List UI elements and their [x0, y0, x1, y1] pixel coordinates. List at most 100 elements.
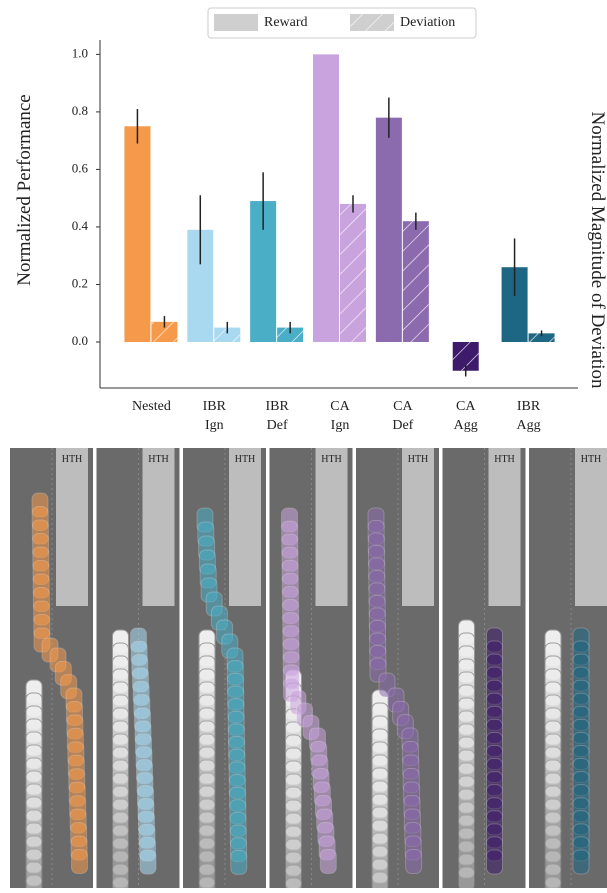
x-tick-line: IBR — [203, 399, 227, 414]
legend-swatch — [214, 14, 258, 31]
white-car — [458, 814, 475, 840]
legend-box — [207, 7, 477, 39]
x-tick-label: CA Ign — [330, 399, 350, 433]
lane-block — [142, 448, 175, 606]
y-tick-label: 0.4 — [72, 218, 89, 233]
panel-label: HTH — [62, 454, 83, 465]
white-car — [198, 837, 216, 863]
x-tick-line: Agg — [454, 418, 478, 433]
x-tick-line: Ign — [205, 418, 224, 433]
white-car — [198, 876, 216, 893]
panel-label: HTH — [494, 454, 515, 465]
white-car — [458, 801, 475, 827]
ego-car — [486, 849, 503, 875]
y-tick-label: 0.6 — [72, 160, 89, 175]
white-car — [458, 866, 475, 892]
bar — [375, 117, 402, 342]
lane-block — [56, 448, 88, 606]
x-tick-label: CA Def — [392, 399, 413, 433]
sim-panel: HTH — [10, 448, 93, 893]
white-car — [198, 785, 216, 811]
x-tick-line: Def — [267, 418, 288, 433]
bar-hatch — [340, 203, 366, 342]
x-tick-label: IBR Agg — [517, 399, 541, 433]
x-tick-line: CA — [330, 399, 350, 414]
panel-label: HTH — [235, 454, 256, 465]
bar-hatch — [214, 327, 241, 342]
white-car — [371, 845, 389, 871]
white-car — [112, 811, 129, 837]
lane-block — [315, 448, 348, 606]
x-tick-line: Ign — [331, 418, 350, 433]
x-tick-line: CA — [393, 399, 413, 414]
white-car — [544, 798, 562, 824]
white-car — [198, 824, 216, 850]
ego-car — [572, 849, 590, 875]
lane-block — [575, 448, 607, 606]
y-tick-label: 0.8 — [72, 103, 88, 118]
sim-panel: HTH — [96, 448, 180, 893]
white-car — [198, 850, 216, 876]
white-car — [458, 840, 475, 866]
bar — [313, 54, 339, 342]
white-car — [112, 785, 129, 811]
white-car — [25, 848, 43, 874]
legend-hatch — [350, 14, 394, 31]
x-tick-label: IBR Ign — [203, 399, 227, 433]
white-car — [285, 838, 302, 864]
x-tick-line: Nested — [132, 399, 171, 414]
white-car — [198, 798, 216, 824]
bar-hatch — [277, 327, 304, 342]
white-car — [371, 858, 389, 884]
white-car — [544, 824, 562, 850]
panel-label: HTH — [408, 454, 429, 465]
x-tick-line: IBR — [517, 399, 541, 414]
y-tick-label: 0.0 — [72, 333, 88, 348]
white-car — [544, 837, 562, 863]
white-car — [458, 827, 475, 853]
x-tick-line: IBR — [265, 399, 289, 414]
ego-car — [405, 849, 423, 874]
white-car — [544, 785, 562, 811]
white-car — [458, 788, 475, 814]
white-car — [371, 871, 389, 893]
lane-block — [488, 448, 521, 606]
white-car — [25, 861, 43, 887]
white-car — [112, 824, 129, 850]
white-car — [25, 835, 43, 861]
white-car — [285, 825, 302, 851]
y-tick-label: 0.2 — [72, 275, 88, 290]
y-axis-label: Normalized Performance — [14, 94, 35, 286]
legend-label: Reward — [264, 15, 308, 30]
white-car — [544, 811, 562, 837]
bar-hatch — [528, 333, 555, 342]
panel-label: HTH — [148, 454, 169, 465]
bar-hatch — [151, 321, 178, 342]
bar-hatch — [402, 221, 429, 342]
sim-panel: HTH — [442, 448, 526, 892]
y-tick-label: 1.0 — [72, 45, 88, 60]
sim-panel: HTH — [183, 448, 266, 893]
panel-label: HTH — [581, 454, 602, 465]
white-car — [112, 798, 129, 824]
white-car — [198, 811, 216, 837]
white-car — [285, 851, 302, 877]
bar — [124, 126, 151, 342]
white-car — [544, 876, 562, 893]
x-tick-line: CA — [456, 399, 476, 414]
y2-axis-label: Normalized Magnitude of Deviation — [587, 111, 607, 389]
white-car — [458, 853, 475, 879]
x-tick-label: Nested — [132, 399, 171, 414]
white-car — [112, 850, 129, 876]
lane-block — [229, 448, 261, 606]
ego-car — [230, 849, 248, 875]
white-car — [458, 775, 475, 801]
sim-panel: HTH — [269, 448, 353, 893]
legend-label: Deviation — [400, 15, 455, 30]
x-tick-label: CA Agg — [454, 399, 478, 433]
lane-block — [402, 448, 434, 606]
white-car — [25, 874, 43, 893]
ego-car — [71, 849, 89, 875]
